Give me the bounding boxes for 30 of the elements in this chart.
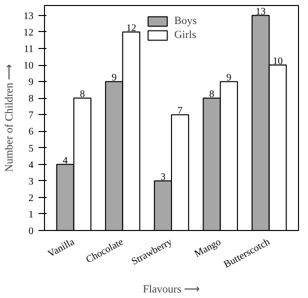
y-tick-label: 4 <box>28 160 34 171</box>
legend-label: Girls <box>174 29 196 41</box>
y-tick-label: 5 <box>28 143 34 154</box>
data-label: 3 <box>160 172 166 183</box>
x-axis-title: Flavours ⟶ <box>142 283 200 296</box>
data-label: 13 <box>256 6 266 18</box>
y-tick-label: 6 <box>28 126 34 138</box>
x-tick-label: Mango <box>192 236 223 260</box>
y-tick-label: 11 <box>24 44 34 56</box>
data-label: 8 <box>209 89 214 100</box>
y-tick-label: 12 <box>24 27 34 38</box>
y-tick-label: 9 <box>28 77 34 88</box>
y-tick-label: 2 <box>28 192 34 204</box>
y-tick-label: 13 <box>24 10 34 22</box>
y-tick-label: 1 <box>28 209 34 220</box>
y-tick-label: 10 <box>24 60 34 72</box>
data-label: 9 <box>112 72 117 84</box>
data-label: 12 <box>126 22 136 34</box>
legend-label: Boys <box>174 15 197 27</box>
data-label: 4 <box>62 155 68 166</box>
data-label: 8 <box>80 89 85 100</box>
y-tick-label: 3 <box>28 176 34 188</box>
x-tick-label: Vanilla <box>46 236 77 260</box>
y-tick-label: 8 <box>28 94 34 105</box>
y-tick-label: 0 <box>28 226 34 237</box>
y-axis-title: Number of Children ⟶ <box>4 64 16 172</box>
data-label: 9 <box>226 72 232 84</box>
y-tick-label: 7 <box>28 110 34 122</box>
data-label: 10 <box>272 56 283 68</box>
data-label: 7 <box>178 106 183 117</box>
